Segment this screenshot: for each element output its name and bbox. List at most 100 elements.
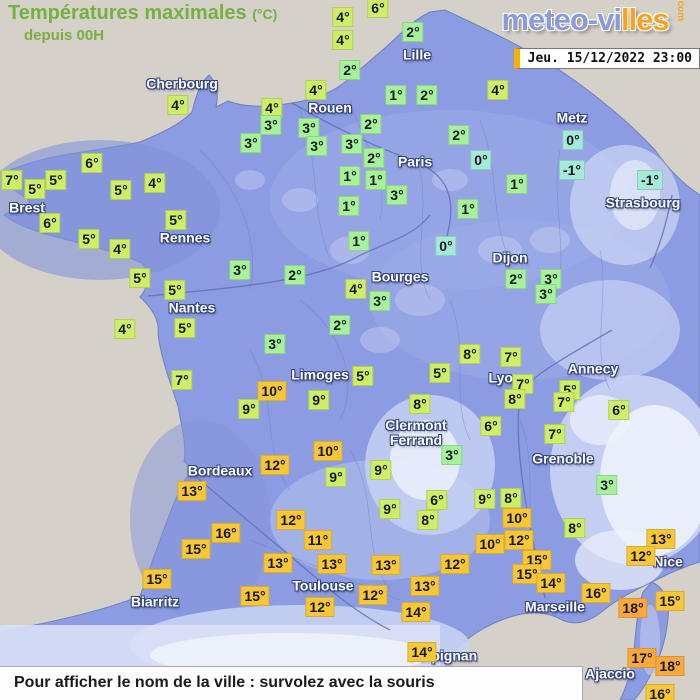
temperature-label[interactable]: 16° bbox=[645, 684, 675, 700]
temperature-label[interactable]: 3° bbox=[240, 133, 262, 153]
temperature-label[interactable]: 8° bbox=[459, 344, 481, 364]
temperature-label[interactable]: 5° bbox=[174, 318, 196, 338]
temperature-label[interactable]: 3° bbox=[535, 284, 557, 304]
temperature-label[interactable]: 13° bbox=[371, 555, 401, 575]
temperature-label[interactable]: 16° bbox=[581, 583, 611, 603]
temperature-label[interactable]: 7° bbox=[544, 424, 566, 444]
temperature-label[interactable]: 1° bbox=[385, 85, 407, 105]
city-label[interactable]: Toulouse bbox=[292, 577, 354, 594]
meteo-villes-logo[interactable]: meteo-villes .com bbox=[501, 0, 692, 38]
temperature-label[interactable]: 6° bbox=[426, 490, 448, 510]
temperature-label[interactable]: 10° bbox=[475, 534, 505, 554]
temperature-label[interactable]: 1° bbox=[348, 231, 370, 251]
temperature-label[interactable]: 2° bbox=[329, 315, 351, 335]
temperature-label[interactable]: 3° bbox=[229, 260, 251, 280]
temperature-label[interactable]: 4° bbox=[109, 239, 131, 259]
temperature-label[interactable]: 13° bbox=[410, 576, 440, 596]
temperature-label[interactable]: 8° bbox=[504, 389, 526, 409]
temperature-label[interactable]: 9° bbox=[379, 499, 401, 519]
city-label[interactable]: Nice bbox=[653, 553, 683, 570]
temperature-label[interactable]: 14° bbox=[536, 573, 566, 593]
temperature-label[interactable]: 3° bbox=[298, 118, 320, 138]
temperature-label[interactable]: 8° bbox=[409, 394, 431, 414]
temperature-label[interactable]: 7° bbox=[1, 170, 23, 190]
city-label[interactable]: Cherbourg bbox=[146, 75, 218, 92]
temperature-label[interactable]: 13° bbox=[646, 529, 676, 549]
temperature-label[interactable]: 3° bbox=[441, 445, 463, 465]
temperature-label[interactable]: 4° bbox=[114, 319, 136, 339]
temperature-label[interactable]: 1° bbox=[339, 166, 361, 186]
temperature-label[interactable]: 3° bbox=[306, 136, 328, 156]
temperature-label[interactable]: 1° bbox=[365, 170, 387, 190]
city-label[interactable]: Clermont Ferrand bbox=[385, 417, 447, 448]
temperature-label[interactable]: 16° bbox=[211, 523, 241, 543]
city-label[interactable]: Dijon bbox=[492, 249, 528, 266]
temperature-label[interactable]: 5° bbox=[429, 363, 451, 383]
temperature-label[interactable]: 12° bbox=[440, 554, 470, 574]
temperature-label[interactable]: 9° bbox=[370, 460, 392, 480]
temperature-label[interactable]: 0° bbox=[435, 236, 457, 256]
temperature-label[interactable]: 12° bbox=[358, 585, 388, 605]
city-label[interactable]: Biarritz bbox=[130, 593, 180, 610]
temperature-label[interactable]: 4° bbox=[261, 98, 283, 118]
temperature-label[interactable]: 7° bbox=[171, 370, 193, 390]
temperature-label[interactable]: 4° bbox=[167, 95, 189, 115]
city-label[interactable]: Paris bbox=[397, 153, 433, 170]
temperature-label[interactable]: 3° bbox=[369, 291, 391, 311]
temperature-label[interactable]: 12° bbox=[276, 510, 306, 530]
temperature-label[interactable]: 5° bbox=[24, 179, 46, 199]
temperature-label[interactable]: 9° bbox=[325, 467, 347, 487]
temperature-label[interactable]: 15° bbox=[181, 539, 211, 559]
temperature-label[interactable]: 1° bbox=[506, 174, 528, 194]
city-label[interactable]: Ajaccio bbox=[585, 665, 635, 682]
temperature-label[interactable]: 18° bbox=[618, 598, 648, 618]
temperature-label[interactable]: 6° bbox=[367, 0, 389, 18]
temperature-label[interactable]: 5° bbox=[352, 366, 374, 386]
city-label[interactable]: Bourges bbox=[371, 268, 429, 285]
temperature-label[interactable]: 10° bbox=[502, 508, 532, 528]
temperature-label[interactable]: 0° bbox=[562, 130, 584, 150]
temperature-label[interactable]: 4° bbox=[487, 80, 509, 100]
city-label[interactable]: Nantes bbox=[168, 299, 216, 316]
temperature-label[interactable]: 12° bbox=[260, 455, 290, 475]
city-label[interactable]: Strasbourg bbox=[605, 194, 681, 211]
temperature-label[interactable]: 2° bbox=[505, 269, 527, 289]
temperature-label[interactable]: 0° bbox=[470, 150, 492, 170]
temperature-label[interactable]: 15° bbox=[655, 591, 685, 611]
temperature-label[interactable]: -1° bbox=[558, 160, 586, 180]
city-label[interactable]: Grenoble bbox=[532, 450, 594, 467]
city-label[interactable]: Rennes bbox=[159, 229, 211, 246]
temperature-label[interactable]: 4° bbox=[345, 279, 367, 299]
temperature-label[interactable]: 2° bbox=[339, 60, 361, 80]
temperature-label[interactable]: -1° bbox=[636, 170, 664, 190]
temperature-label[interactable]: 4° bbox=[332, 30, 354, 50]
temperature-label[interactable]: 4° bbox=[144, 173, 166, 193]
temperature-label[interactable]: 4° bbox=[305, 80, 327, 100]
temperature-label[interactable]: 7° bbox=[553, 392, 575, 412]
temperature-label[interactable]: 8° bbox=[564, 518, 586, 538]
temperature-label[interactable]: 13° bbox=[317, 554, 347, 574]
temperature-label[interactable]: 3° bbox=[264, 334, 286, 354]
temperature-label[interactable]: 2° bbox=[416, 85, 438, 105]
city-label[interactable]: Limoges bbox=[291, 366, 349, 383]
temperature-label[interactable]: 5° bbox=[45, 170, 67, 190]
city-label[interactable]: Marseille bbox=[525, 598, 585, 615]
temperature-label[interactable]: 6° bbox=[81, 153, 103, 173]
city-label[interactable]: Bordeaux bbox=[187, 462, 253, 479]
temperature-label[interactable]: 12° bbox=[305, 597, 335, 617]
temperature-label[interactable]: 8° bbox=[417, 510, 439, 530]
temperature-label[interactable]: 2° bbox=[402, 22, 424, 42]
temperature-label[interactable]: 15° bbox=[240, 586, 270, 606]
temperature-label[interactable]: 8° bbox=[500, 488, 522, 508]
temperature-label[interactable]: 5° bbox=[110, 180, 132, 200]
city-label[interactable]: Brest bbox=[9, 199, 45, 216]
temperature-label[interactable]: 12° bbox=[626, 546, 656, 566]
temperature-label[interactable]: 2° bbox=[363, 148, 385, 168]
temperature-label[interactable]: 14° bbox=[407, 642, 437, 662]
temperature-label[interactable]: 3° bbox=[596, 475, 618, 495]
temperature-label[interactable]: 9° bbox=[474, 489, 496, 509]
temperature-label[interactable]: 6° bbox=[39, 213, 61, 233]
temperature-label[interactable]: 3° bbox=[386, 185, 408, 205]
temperature-label[interactable]: 2° bbox=[284, 265, 306, 285]
temperature-label[interactable]: 1° bbox=[457, 199, 479, 219]
